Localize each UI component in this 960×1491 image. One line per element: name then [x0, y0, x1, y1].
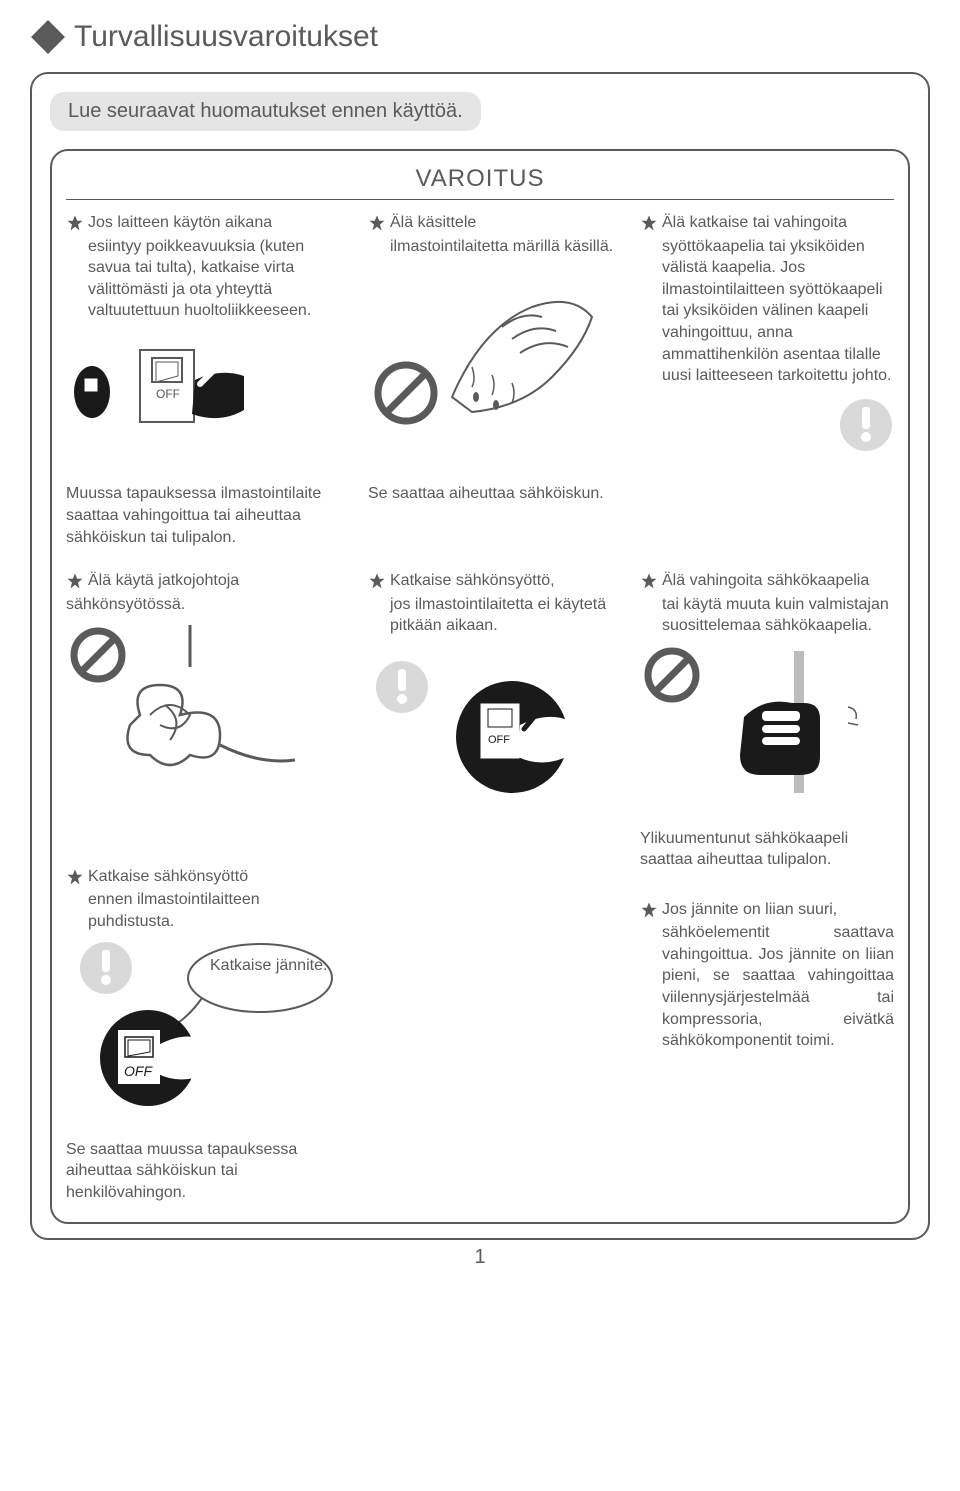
cleaning-switch-illustration: OFF Katkaise jännite.: [66, 938, 350, 1115]
cell-body: ilmastointilaitetta märillä käsillä.: [368, 236, 622, 258]
svg-text:OFF: OFF: [124, 1063, 153, 1079]
wet-hand-illustration: [368, 267, 622, 434]
cell-r2c2: Se saattaa aiheuttaa sähköiskun.: [368, 481, 622, 548]
cell-star-text: Älä vahingoita sähkökaapelia: [662, 570, 869, 592]
switch-off-illustration-2: OFF: [368, 647, 622, 804]
subtitle-pill: Lue seuraavat huomautukset ennen käyttöä…: [50, 92, 481, 131]
star-icon: [66, 868, 84, 886]
cell-r4c1: Katkaise sähkönsyöttö ennen ilmastointil…: [66, 826, 350, 1115]
page-root: Turvallisuusvaroitukset Lue seuraavat hu…: [0, 0, 960, 1279]
cell-body: sähkönsyötössä.: [66, 594, 350, 616]
star-icon: [368, 214, 386, 232]
star-icon: [66, 214, 84, 232]
cell-body: esiintyy poikkeavuuksia (kuten savua tai…: [66, 236, 350, 322]
cell-body-top: Ylikuumentunut sähkökaapeli saattaa aihe…: [640, 828, 894, 871]
diamond-icon: [31, 20, 65, 54]
svg-text:OFF: OFF: [488, 734, 510, 746]
cell-r3c1: Älä käytä jatkojohtoja sähkönsyötössä.: [66, 570, 350, 803]
cell-r1c3: Älä katkaise tai vahingoita syöttökaapel…: [640, 212, 894, 459]
outer-panel: Lue seuraavat huomautukset ennen käyttöä…: [30, 72, 930, 1240]
cell-star-text: Katkaise sähkönsyöttö: [88, 866, 248, 888]
cell-star-text: Älä käytä jatkojohtoja: [88, 570, 239, 592]
cell-r5c2: [368, 1137, 622, 1204]
cell-r4c2: [368, 826, 622, 1115]
divider: [66, 199, 894, 200]
switch-off-illustration: OFF: [66, 332, 350, 449]
cell-body: sähköelementit saattava vahingoittua. Jo…: [640, 922, 894, 1052]
cell-r5c1: Se saattaa muussa tapauksessa aiheuttaa …: [66, 1137, 350, 1204]
speech-bubble-text: Katkaise jännite.: [210, 956, 330, 977]
cell-body: Se saattaa aiheuttaa sähköiskun.: [368, 483, 622, 505]
caution-icon: [640, 397, 894, 460]
star-icon: [640, 901, 658, 919]
warning-header: VAROITUS: [66, 165, 894, 193]
cell-star-text: Älä käsittele: [390, 212, 476, 234]
cell-body: Se saattaa muussa tapauksessa aiheuttaa …: [66, 1139, 350, 1204]
cell-r3c2: Katkaise sähkönsyöttö, jos ilmastointila…: [368, 570, 622, 803]
page-number: 1: [30, 1246, 930, 1269]
cell-r3c3: Älä vahingoita sähkökaapelia tai käytä m…: [640, 570, 894, 803]
cell-body: ennen ilmastointilaitteen puhdistusta.: [66, 889, 350, 932]
star-icon: [368, 572, 386, 590]
warning-grid: Jos laitteen käytön aikana esiintyy poik…: [66, 212, 894, 1204]
cell-r2c1: Muussa tapauksessa ilmastointilaite saat…: [66, 481, 350, 548]
cell-r4c3: Ylikuumentunut sähkökaapeli saattaa aihe…: [640, 826, 894, 1115]
star-icon: [640, 572, 658, 590]
cell-r2c3: [640, 481, 894, 548]
svg-text:OFF: OFF: [156, 387, 180, 401]
cell-star-text: Jos laitteen käytön aikana: [88, 212, 272, 234]
cell-body: tai käytä muuta kuin valmistajan suositt…: [640, 594, 894, 637]
cell-r1c1: Jos laitteen käytön aikana esiintyy poik…: [66, 212, 350, 459]
cell-star-text: Jos jännite on liian suuri,: [662, 899, 837, 921]
title-row: Turvallisuusvaroitukset: [30, 20, 930, 54]
cell-r1c2: Älä käsittele ilmastointilaitetta märill…: [368, 212, 622, 459]
cable-hand-illustration: [640, 647, 894, 804]
cell-body: jos ilmastointilaitetta ei käytetä pitkä…: [368, 594, 622, 637]
cell-star-text: Katkaise sähkönsyöttö,: [390, 570, 555, 592]
cell-body: Muussa tapauksessa ilmastointilaite saat…: [66, 483, 350, 548]
extension-cord-illustration: [66, 625, 350, 792]
cell-r5c3: [640, 1137, 894, 1204]
inner-panel: VAROITUS Jos laitteen käytön aikana esii…: [50, 149, 910, 1224]
cell-body: syöttökaapelia tai yksiköiden välistä ka…: [640, 236, 894, 387]
star-icon: [640, 214, 658, 232]
star-icon: [66, 572, 84, 590]
page-title: Turvallisuusvaroitukset: [74, 20, 378, 54]
cell-star-text: Älä katkaise tai vahingoita: [662, 212, 847, 234]
